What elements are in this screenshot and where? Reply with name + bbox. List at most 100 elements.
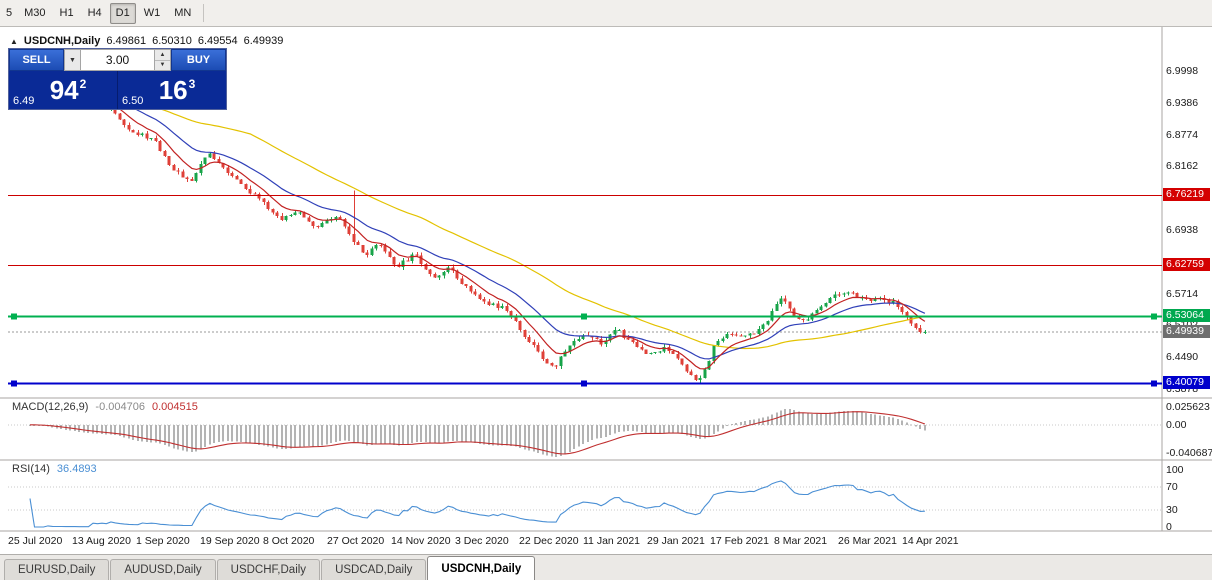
date-axis-label: 29 Jan 2021 [647,535,705,547]
date-axis-label: 8 Oct 2020 [263,535,315,547]
moving-average-slow [29,77,926,350]
chart-tab-eurusd[interactable]: EURUSD,Daily [4,559,110,580]
macd-scale-label: 0.00 [1166,419,1187,431]
volume-dropdown-button[interactable]: ▼ [64,49,81,71]
price-axis-label: 6.4490 [1166,351,1199,363]
price-tag-red: 6.62759 [1163,258,1210,271]
line-selection-handle[interactable] [1151,380,1157,387]
price-axis-label: 6.9998 [1166,65,1199,77]
date-axis-label: 1 Sep 2020 [136,535,190,547]
macd-signal-line [30,411,926,455]
rsi-scale-label: 100 [1166,464,1184,476]
volume-increase-button[interactable]: ▲ [155,50,170,61]
price-tag-blue: 6.40079 [1163,376,1210,389]
date-axis-label: 8 Mar 2021 [774,535,828,547]
timeframe-button-m30[interactable]: M30 [24,7,46,19]
chart-window: ▲ USDCNH,Daily 6.49861 6.50310 6.49554 6… [0,27,1212,554]
price-axis-label: 6.8774 [1166,129,1199,141]
ask-price-big: 16 [158,75,188,105]
line-selection-handle[interactable] [581,313,587,320]
tick-direction-icon: ▲ [10,36,18,46]
date-axis-label: 14 Nov 2020 [391,535,451,547]
price-axis-label: 6.9386 [1166,97,1199,109]
chevron-up-icon: ▲ [159,51,166,58]
chart-tab-usdchf[interactable]: USDCHF,Daily [216,559,321,580]
price-chart-canvas[interactable] [0,27,1212,554]
rsi-scale-label: 30 [1166,504,1178,516]
rsi-line [29,480,925,528]
ohlc-low: 6.49554 [197,35,238,47]
date-axis-label: 14 Apr 2021 [902,535,959,547]
sell-button[interactable]: SELL [9,49,64,71]
chevron-down-icon: ▼ [159,62,166,69]
line-selection-handle[interactable] [1151,313,1157,320]
price-axis-label: 6.8162 [1166,160,1199,172]
macd-main-value: -0.004706 [95,401,145,413]
rsi-value: 36.4893 [56,463,97,475]
macd-histogram [29,409,926,457]
ohlc-high: 6.50310 [152,35,192,47]
bid-price-pip: 2 [79,76,87,91]
bid-price-display[interactable]: 6.49 94 2 [9,71,117,109]
timeframe-toolbar: 5 M30 H1 H4 D1 W1 MN [0,0,1212,27]
timeframe-button-w1[interactable]: W1 [143,7,161,19]
rsi-scale-label: 70 [1166,481,1178,493]
bid-price-big: 94 [49,75,79,105]
one-click-trading-widget: SELL ▼ ▲ ▼ BUY 6.49 94 2 6.50 16 3 [8,48,227,110]
bid-price-small: 6.49 [13,95,35,107]
date-axis-label: 26 Mar 2021 [838,535,897,547]
price-display-row: 6.49 94 2 6.50 16 3 [9,71,226,109]
volume-decrease-button[interactable]: ▼ [155,60,170,70]
buy-button[interactable]: BUY [171,49,226,71]
chart-tab-usdcnh[interactable]: USDCNH,Daily [427,556,536,580]
date-axis-label: 27 Oct 2020 [327,535,385,547]
chart-tab-usdcad[interactable]: USDCAD,Daily [321,559,427,580]
moving-average-mid [29,77,926,360]
ask-price-pip: 3 [188,76,196,91]
macd-signal-value: 0.004515 [151,401,198,413]
date-axis-label: 13 Aug 2020 [72,535,131,547]
candlesticks[interactable] [28,75,927,383]
timeframe-button-h4[interactable]: H4 [87,7,102,19]
date-axis-label: 11 Jan 2021 [583,535,641,547]
chevron-down-icon: ▼ [69,56,76,64]
macd-indicator-label: MACD(12,26,9) -0.004706 0.004515 [12,401,198,413]
ohlc-open: 6.49861 [106,35,147,47]
volume-input[interactable] [81,49,155,71]
ask-price-small: 6.50 [122,95,144,107]
ask-price-display[interactable]: 6.50 16 3 [118,71,226,109]
timeframe-button-d1[interactable]: D1 [109,2,136,24]
chart-ohlc-header: ▲ USDCNH,Daily 6.49861 6.50310 6.49554 6… [10,35,283,47]
date-axis-label: 22 Dec 2020 [519,535,579,547]
date-axis-label: 19 Sep 2020 [200,535,260,547]
price-tag-green: 6.53064 [1163,309,1210,322]
price-axis-label: 6.6938 [1166,224,1199,236]
timeframe-button-5[interactable]: 5 [6,7,13,19]
rsi-scale-label: 0 [1166,521,1172,533]
trade-controls-row: SELL ▼ ▲ ▼ BUY [9,49,226,71]
macd-scale-label: -0.040687 [1166,447,1212,459]
macd-name: MACD(12,26,9) [12,401,89,413]
line-selection-handle[interactable] [581,380,587,387]
date-axis-label: 25 Jul 2020 [8,535,63,547]
moving-average-fast [29,77,926,370]
price-axis-label: 6.5714 [1166,288,1199,300]
ohlc-close: 6.49939 [243,35,284,47]
price-tag-gray: 6.49939 [1163,325,1210,338]
chart-symbol-label: USDCNH,Daily [23,35,101,47]
line-selection-handle[interactable] [11,313,17,320]
date-axis-label: 3 Dec 2020 [455,535,509,547]
rsi-name: RSI(14) [12,463,50,475]
line-selection-handle[interactable] [11,380,17,387]
volume-stepper: ▲ ▼ [155,49,171,71]
timeframe-button-h1[interactable]: H1 [59,7,74,19]
toolbar-separator [203,4,205,22]
macd-scale-label: 0.025623 [1166,401,1210,413]
timeframe-button-mn[interactable]: MN [174,7,192,19]
date-axis-label: 17 Feb 2021 [710,535,769,547]
price-tag-red: 6.76219 [1163,188,1210,201]
rsi-indicator-label: RSI(14) 36.4893 [12,463,97,475]
chart-tab-bar: EURUSD,Daily AUDUSD,Daily USDCHF,Daily USDC… [0,554,1212,580]
chart-tab-audusd[interactable]: AUDUSD,Daily [110,559,216,580]
